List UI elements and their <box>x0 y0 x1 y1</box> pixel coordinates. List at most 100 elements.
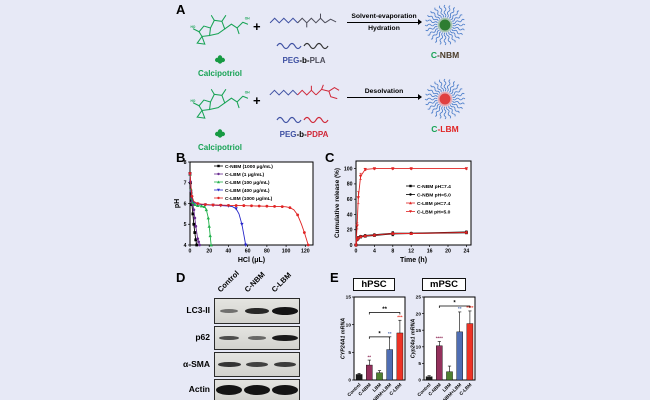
svg-text:Cumulative release (%): Cumulative release (%) <box>334 168 341 238</box>
plus-sign: + <box>253 93 261 108</box>
hpsc-chart-block: hPSC 0 5 10 15 CYP24A1 mRNA Control ** C-NBM LBM… <box>340 274 408 400</box>
svg-text:5: 5 <box>418 361 421 367</box>
blot-box-3 <box>214 379 300 400</box>
blot-box-0 <box>214 298 300 324</box>
svg-text:****: **** <box>436 336 443 341</box>
svg-text:pH: pH <box>174 199 181 208</box>
block-squiggle-icon <box>276 42 329 50</box>
blot-band <box>217 361 241 368</box>
arrow-shaft-icon <box>347 19 422 26</box>
svg-text:0: 0 <box>418 378 421 384</box>
svg-text:0: 0 <box>355 249 358 255</box>
peg-b-pdpa-structure <box>269 84 340 100</box>
panel-c-label: C <box>325 150 335 165</box>
arrow-text-top: Desolvation <box>364 88 404 95</box>
svg-text:20: 20 <box>206 249 212 255</box>
pla-text: PLA <box>309 56 326 65</box>
mpsc-title: mPSC <box>422 278 466 291</box>
svg-text:7: 7 <box>184 181 187 187</box>
svg-text:HO: HO <box>191 99 196 103</box>
ph-titration-chart: 0 20 40 60 80 100 120 4 5 6 7 8 HCl (μL) pH C-NBM (100… <box>170 149 320 270</box>
blot-band <box>273 361 297 368</box>
peg-text: PEG <box>282 56 300 65</box>
calcipotriol-label: Calcipotriol <box>197 69 242 78</box>
svg-text:**: ** <box>368 354 372 359</box>
svg-text:24: 24 <box>464 249 470 255</box>
panel-b-label: B <box>176 150 186 165</box>
micelle-nbm-icon <box>424 4 466 46</box>
micelle-nbm: C-NBM <box>423 4 467 60</box>
arrow-shaft-icon <box>347 94 422 101</box>
svg-text:**: ** <box>382 307 387 313</box>
blot-col-label: C-NBM <box>242 269 267 294</box>
hpsc-title: hPSC <box>353 278 395 291</box>
western-blot-panel: Control C-NBM C-LBM LC3-II p62 α-SMA Actin <box>170 268 332 400</box>
blot-row-label: α-SMA <box>183 358 210 369</box>
svg-text:**: ** <box>458 306 462 311</box>
svg-text:C-NBM (1000 μg/mL): C-NBM (1000 μg/mL) <box>225 164 273 170</box>
nbm-text: -NBM <box>436 50 460 60</box>
svg-text:C-LBM (100 μg/mL): C-LBM (100 μg/mL) <box>225 180 270 186</box>
mpsc-bar-chart: 0 5 10 15 20 25 Cyp24a1 mRNA Control **** C-NBM LB… <box>410 292 478 400</box>
svg-text:40: 40 <box>226 249 232 255</box>
blot-band <box>244 385 270 395</box>
svg-text:*: * <box>453 300 456 306</box>
panel-d-label: D <box>176 270 186 285</box>
drug-clover-icon <box>215 55 225 64</box>
svg-text:100: 100 <box>282 249 291 255</box>
lbm-text: -LBM <box>437 124 459 134</box>
svg-text:20: 20 <box>347 228 353 234</box>
calcipotriol-group-2: HO OH Calcipotriol <box>186 82 254 152</box>
svg-text:20: 20 <box>416 311 422 317</box>
svg-text:**: ** <box>388 331 392 336</box>
pdpa-text: PDPA <box>306 130 329 139</box>
micelle-lbm: C-LBM <box>423 78 467 134</box>
svg-text:LBM: LBM <box>441 382 452 393</box>
svg-text:*: * <box>378 331 381 337</box>
blot-band <box>272 334 298 342</box>
svg-text:4: 4 <box>184 243 187 249</box>
svg-text:40: 40 <box>347 212 353 218</box>
blot-row-label: p62 <box>195 332 210 342</box>
block-squiggle-icon <box>276 116 329 124</box>
b-text: -b- <box>296 130 307 139</box>
blot-col-label: C-LBM <box>269 270 294 294</box>
peg-b-pla-label: PEG-b-PLA <box>264 56 344 65</box>
svg-text:100: 100 <box>344 166 353 172</box>
c-text: C <box>430 50 437 60</box>
svg-text:HO: HO <box>191 25 196 29</box>
blot-band <box>216 385 242 395</box>
reaction-arrow-1: Solvent-evaporation Hydration <box>343 13 425 32</box>
svg-text:16: 16 <box>427 249 433 255</box>
svg-text:20: 20 <box>445 249 451 255</box>
svg-text:80: 80 <box>347 182 353 188</box>
c-text: C <box>431 124 438 134</box>
arrow-text-top: Solvent-evaporation <box>351 13 417 20</box>
c-nbm-label: C-NBM <box>423 50 467 60</box>
calcipotriol-label: Calcipotriol <box>197 143 242 152</box>
svg-text:12: 12 <box>408 249 414 255</box>
blot-box-2 <box>214 352 300 377</box>
hpsc-bar-chart: 0 5 10 15 CYP24A1 mRNA Control ** C-NBM LBM ** C-N… <box>340 292 408 400</box>
svg-text:OH: OH <box>245 16 251 20</box>
svg-text:80: 80 <box>264 249 270 255</box>
svg-text:15: 15 <box>346 295 352 301</box>
blot-row-label: LC3-II <box>186 305 210 315</box>
blot-col-label: Control <box>215 268 241 294</box>
blot-band <box>244 307 270 315</box>
blot-band <box>247 336 267 340</box>
svg-text:8: 8 <box>184 160 187 166</box>
blot-band <box>246 361 268 367</box>
arrow-text-bottom: Hydration <box>368 25 400 32</box>
drug-clover-icon <box>215 129 225 138</box>
calcipotriol-group-1: HO OH Calcipotriol <box>186 8 254 78</box>
svg-text:0: 0 <box>348 378 351 384</box>
svg-text:6: 6 <box>184 201 187 207</box>
svg-text:***: *** <box>397 314 403 319</box>
polymer-group-pla: PEG-b-PLA <box>264 10 344 65</box>
blot-box-1 <box>214 326 300 350</box>
svg-text:5: 5 <box>348 350 351 356</box>
